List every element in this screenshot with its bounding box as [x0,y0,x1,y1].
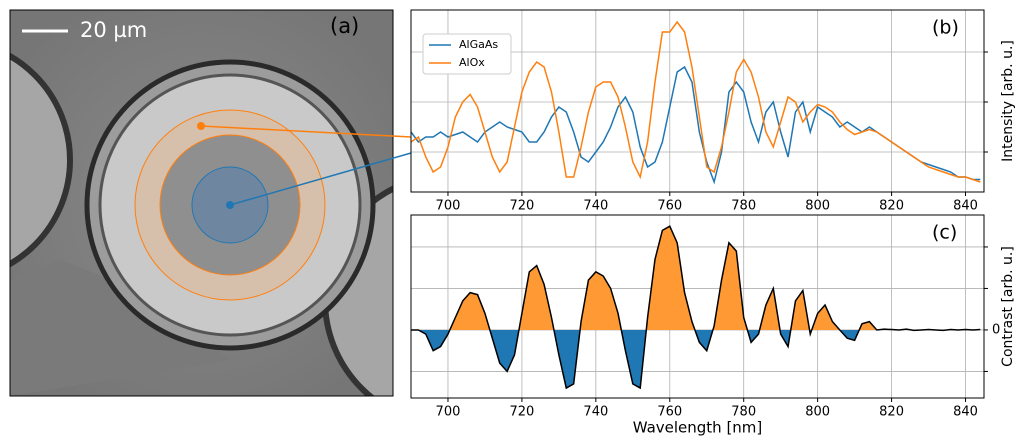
x-tick-label: 800 [805,405,830,420]
x-tick-label: 760 [657,405,682,420]
positive-area [449,226,981,330]
panel-label: (c) [932,222,957,244]
negative-area [411,329,981,389]
x-tick-label: 720 [509,199,534,214]
connector-dot [226,201,234,209]
y-axis-label: Intensity [arb. u.] [1000,40,1016,162]
panel-label: (b) [932,17,959,39]
x-tick-label: 740 [583,199,608,214]
x-tick-label: 700 [436,405,461,420]
panel-label: (a) [330,14,359,38]
x-tick-label: 840 [953,199,978,214]
x-tick-label: 720 [509,405,534,420]
legend-label: AlGaAs [459,38,498,51]
legend-label: AlOx [459,56,485,69]
y-tick-label: 0 [992,322,1000,337]
y-axis-label: Contrast [arb. u.] [1000,246,1016,367]
x-tick-label: 760 [657,199,682,214]
x-tick-label: 780 [731,405,756,420]
connector-dot [197,122,205,130]
connector [229,152,412,206]
x-axis-label: Wavelength [nm] [633,419,763,437]
neighbor-disk [10,52,73,268]
connector [200,125,412,138]
series-line [410,20,981,183]
plot-frame [410,9,985,193]
micrograph-frame [9,9,394,397]
x-tick-label: 840 [953,405,978,420]
x-tick-label: 820 [879,405,904,420]
scale-label: 20 µm [80,18,147,42]
plot-frame [410,214,985,399]
x-tick-label: 740 [583,405,608,420]
contrast-line [411,225,981,390]
x-tick-label: 700 [436,199,461,214]
bridge [10,260,230,396]
x-tick-label: 800 [805,199,830,214]
x-tick-label: 820 [879,199,904,214]
x-tick-label: 780 [731,199,756,214]
legend-box [422,33,512,75]
